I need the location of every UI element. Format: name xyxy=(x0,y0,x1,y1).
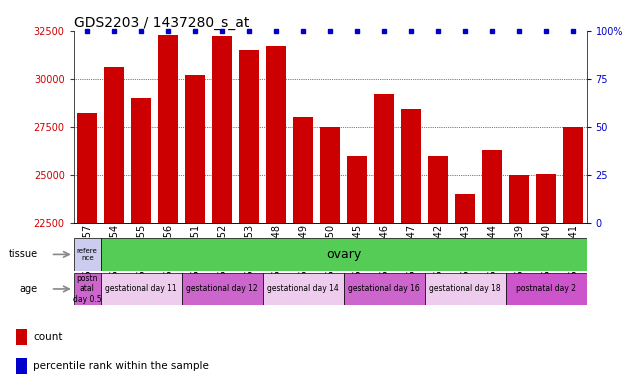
Bar xyxy=(293,117,313,223)
Bar xyxy=(181,273,263,305)
Bar xyxy=(401,109,421,223)
Text: refere
nce: refere nce xyxy=(77,248,97,261)
Bar xyxy=(16,358,28,374)
Bar xyxy=(563,127,583,223)
Text: gestational day 11: gestational day 11 xyxy=(105,285,177,293)
Text: count: count xyxy=(33,332,63,342)
Text: ovary: ovary xyxy=(326,248,362,261)
Bar xyxy=(536,174,556,223)
Bar xyxy=(239,50,259,223)
Bar xyxy=(74,238,101,271)
Bar xyxy=(344,273,424,305)
Text: postnatal day 2: postnatal day 2 xyxy=(516,285,576,293)
Text: gestational day 14: gestational day 14 xyxy=(267,285,339,293)
Bar xyxy=(101,273,181,305)
Bar xyxy=(374,94,394,223)
Bar xyxy=(347,156,367,223)
Bar xyxy=(263,273,344,305)
Text: percentile rank within the sample: percentile rank within the sample xyxy=(33,361,209,371)
Bar xyxy=(131,98,151,223)
Bar xyxy=(266,46,287,223)
Text: age: age xyxy=(20,284,38,294)
Bar xyxy=(455,194,475,223)
Text: gestational day 12: gestational day 12 xyxy=(187,285,258,293)
Bar xyxy=(428,156,448,223)
Bar xyxy=(74,273,101,305)
Text: tissue: tissue xyxy=(9,249,38,260)
Text: gestational day 16: gestational day 16 xyxy=(348,285,420,293)
Bar xyxy=(185,75,205,223)
Bar xyxy=(77,113,97,223)
Bar xyxy=(320,127,340,223)
Text: GDS2203 / 1437280_s_at: GDS2203 / 1437280_s_at xyxy=(74,16,249,30)
Bar xyxy=(482,150,502,223)
Bar xyxy=(212,36,232,223)
Bar xyxy=(424,273,506,305)
Text: gestational day 18: gestational day 18 xyxy=(429,285,501,293)
Bar xyxy=(506,273,587,305)
Text: postn
atal
day 0.5: postn atal day 0.5 xyxy=(73,274,101,304)
Bar xyxy=(158,35,178,223)
Bar xyxy=(104,67,124,223)
Bar xyxy=(509,175,529,223)
Bar xyxy=(16,329,28,345)
